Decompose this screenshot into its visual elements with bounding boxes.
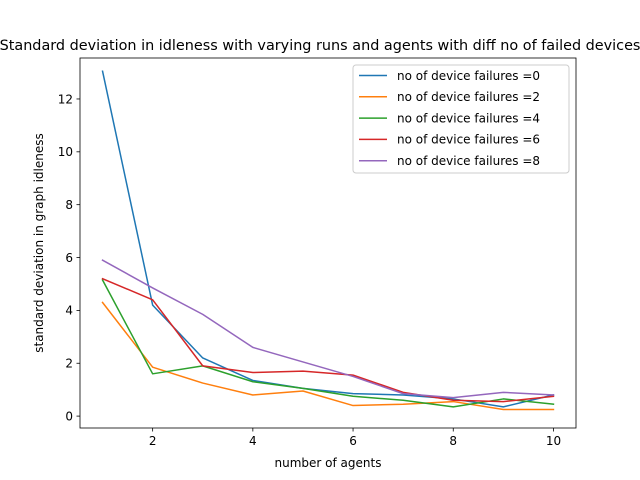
plot-frame: [79, 57, 577, 429]
y-tick-label: 2: [65, 357, 73, 371]
legend-label-4: no of device failures =8: [397, 154, 540, 168]
x-tick-label: 2: [149, 434, 157, 448]
y-tick-label: 12: [58, 92, 73, 106]
series-line-3: [101, 277, 555, 403]
legend-label-2: no of device failures =4: [397, 111, 540, 125]
legend-label-3: no of device failures =6: [397, 133, 540, 147]
legend-label-0: no of device failures =0: [397, 69, 540, 83]
legend-box: [352, 64, 570, 174]
legend: no of device failures =0 no of device fai…: [352, 64, 570, 174]
plot-lines: [101, 70, 555, 411]
series-line-4: [101, 259, 555, 399]
x-tick-label: 10: [546, 434, 561, 448]
y-tick-label: 6: [65, 251, 73, 265]
x-tick-label: 4: [249, 434, 257, 448]
x-tick-label: 6: [349, 434, 357, 448]
y-tick-label: 10: [58, 145, 73, 159]
series-line-2: [101, 278, 555, 408]
y-tick-label: 0: [65, 409, 73, 423]
x-axis: 2 4 6 8 10: [149, 428, 561, 448]
legend-label-1: no of device failures =2: [397, 90, 540, 104]
y-tick-label: 4: [65, 304, 73, 318]
x-axis-label: number of agents: [275, 456, 382, 470]
y-axis-label: standard deviation in graph idleness: [32, 133, 46, 353]
chart-title: Standard deviation in idleness with vary…: [0, 38, 640, 54]
x-tick-label: 8: [449, 434, 457, 448]
y-axis: 0 2 4 6 8 10 12: [58, 92, 80, 423]
y-tick-label: 8: [65, 198, 73, 212]
series-line-1: [101, 301, 555, 411]
